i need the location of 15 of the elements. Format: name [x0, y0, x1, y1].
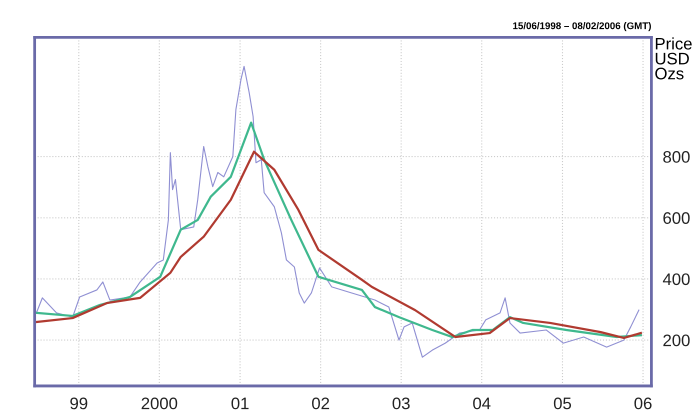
y-tick-label: 400: [662, 273, 690, 286]
line-series: [36, 66, 640, 358]
x-tick-label: 05: [554, 398, 572, 410]
x-tick-label: 2000: [142, 398, 178, 410]
x-tick-label: 99: [70, 398, 88, 410]
x-tick-label: 02: [312, 398, 330, 410]
x-tick-label: 03: [392, 398, 410, 410]
y-tick-label: 600: [663, 212, 690, 224]
x-tick-label: 04: [473, 398, 491, 410]
x-tick-label: 06: [634, 398, 652, 410]
y-tick-label: 200: [663, 334, 690, 346]
x-tick-label: 01: [231, 398, 249, 410]
text: 15/06/1998 – 08/02/2006 (GMT): [513, 22, 651, 32]
y-axis-title: Price USD Ozs: [655, 37, 692, 80]
y-tick-label: 800: [663, 151, 690, 163]
